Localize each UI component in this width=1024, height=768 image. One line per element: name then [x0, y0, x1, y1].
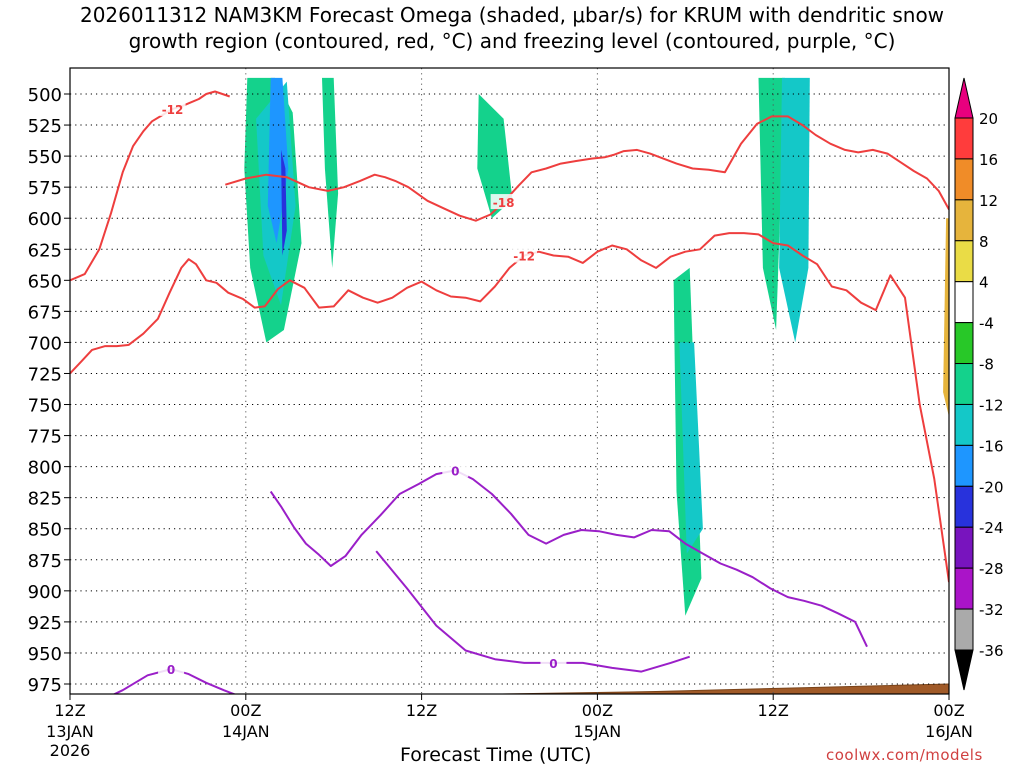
colorbar-label-0: 20	[979, 110, 998, 128]
y-tick-label-850: 850	[28, 520, 62, 541]
x-tick-label-12-l1: 00Z	[230, 701, 261, 720]
x-tick-label-12-l2: 14JAN	[222, 722, 270, 741]
colorbar-label-1: 16	[979, 151, 998, 169]
colorbar-swatch-10	[954, 485, 974, 528]
freezing-contour-1	[112, 668, 237, 694]
colorbar-label-10: -24	[979, 519, 1004, 537]
axes: 500 525 550 575 600 625 650 675 700 725 750 775 800 8…	[28, 85, 973, 760]
colorbar-swatch-5	[954, 281, 974, 324]
freezing-contour-label-bg-1	[158, 661, 185, 677]
x-tick-label-0-l3: 2026	[50, 741, 91, 760]
dgz-contour-label-bg-2	[511, 247, 538, 263]
omega-region-7	[779, 77, 810, 343]
x-tick-label-0-l1: 12Z	[54, 701, 85, 720]
dgz-contour-label-bg-0	[490, 194, 517, 210]
x-tick-label-60-l1: 00Z	[933, 701, 964, 720]
y-tick-label-975: 975	[28, 675, 62, 696]
y-tick-label-900: 900	[28, 582, 62, 603]
y-tick-label-925: 925	[28, 613, 62, 634]
omega-region-4	[322, 77, 339, 268]
colorbar-arrow-bottom	[954, 649, 974, 691]
freezing-contour-0	[269, 469, 868, 648]
x-tick-label-48-l1: 12Z	[758, 701, 789, 720]
y-tick-label-625: 625	[28, 240, 62, 261]
colorbar-label-12: -32	[979, 601, 1004, 619]
colorbar-swatch-13	[954, 608, 974, 651]
y-tick-label-750: 750	[28, 396, 62, 417]
colorbar-label-13: -36	[979, 642, 1004, 660]
credit-text: coolwx.com/models	[826, 746, 983, 764]
colorbar: 20 16 12 8 4 -4 -8 -12 -16 -20 -24 -28 -32 -36	[954, 77, 1004, 691]
colorbar-swatch-8	[954, 403, 974, 446]
x-tick-label-0-l2: 13JAN	[46, 722, 94, 741]
y-tick-label-875: 875	[28, 551, 62, 572]
omega-region-10	[943, 218, 949, 417]
dgz-contour-label-bg-1	[159, 100, 186, 116]
y-tick-label-500: 500	[28, 85, 62, 106]
y-tick-label-525: 525	[28, 116, 62, 137]
dgz-contour-0	[225, 115, 949, 222]
colorbar-label-6: -8	[979, 356, 994, 374]
colorbar-swatch-1	[954, 117, 974, 160]
freezing-contour-label-2: 0	[549, 657, 557, 671]
y-tick-label-725: 725	[28, 364, 62, 385]
colorbar-swatch-7	[954, 363, 974, 405]
x-tick-label-36-l1: 00Z	[582, 701, 613, 720]
colorbar-label-8: -16	[979, 437, 1004, 455]
y-tick-label-800: 800	[28, 458, 62, 479]
y-tick-label-650: 650	[28, 271, 62, 292]
y-tick-label-575: 575	[28, 178, 62, 199]
plot-frame	[69, 67, 950, 695]
y-tick-label-600: 600	[28, 209, 62, 230]
y-tick-label-550: 550	[28, 147, 62, 168]
y-tick-label-950: 950	[28, 644, 62, 665]
colorbar-label-5: -4	[979, 315, 994, 333]
freezing-contour-2	[375, 550, 691, 673]
y-tick-label-825: 825	[28, 489, 62, 510]
dgz-contour-label-2: -12	[513, 249, 535, 263]
freezing-contour-label-bg-0	[442, 462, 469, 478]
dgz-contour-label-1: -12	[162, 103, 184, 117]
colorbar-swatch-11	[954, 526, 974, 569]
y-tick-label-775: 775	[28, 427, 62, 448]
dgz-contour-1	[70, 90, 231, 282]
freezing-contour-label-1: 0	[167, 663, 175, 677]
colorbar-swatch-4	[954, 240, 974, 283]
colorbar-label-7: -12	[979, 396, 1004, 414]
colorbar-arrow-top	[954, 77, 974, 119]
plot-area: -18 -12 -12 0 0 0	[70, 68, 949, 694]
x-tick-label-60-l2: 16JAN	[925, 722, 973, 741]
colorbar-label-9: -20	[979, 478, 1004, 496]
dgz-contour-2	[70, 232, 949, 583]
chart-title-line-1: 2026011312 NAM3KM Forecast Omega (shaded…	[79, 3, 945, 27]
omega-region-6	[758, 77, 785, 331]
dgz-contour-label-0: -18	[493, 196, 515, 210]
y-tick-label-700: 700	[28, 333, 62, 354]
colorbar-swatch-2	[954, 158, 974, 201]
x-tick-label-24-l1: 12Z	[406, 701, 437, 720]
colorbar-swatch-3	[954, 199, 974, 242]
colorbar-label-11: -28	[979, 560, 1004, 578]
colorbar-swatch-6	[954, 322, 974, 365]
colorbar-label-3: 8	[979, 233, 989, 251]
omega-region-2	[267, 77, 289, 244]
omega-region-9	[679, 342, 703, 554]
chart-title-line-2: growth region (contoured, red, °C) and f…	[128, 29, 896, 53]
x-tick-label-36-l2: 15JAN	[574, 722, 622, 741]
freezing-contour-label-bg-2	[540, 654, 567, 670]
colorbar-swatch-9	[954, 444, 974, 487]
colorbar-label-2: 12	[979, 192, 998, 210]
colorbar-label-4: 4	[979, 274, 989, 292]
y-tick-label-675: 675	[28, 302, 62, 323]
colorbar-swatch-12	[954, 567, 974, 610]
surface-terrain	[70, 683, 949, 694]
x-axis-label: Forecast Time (UTC)	[400, 744, 592, 766]
freezing-contour-label-0: 0	[451, 464, 459, 478]
